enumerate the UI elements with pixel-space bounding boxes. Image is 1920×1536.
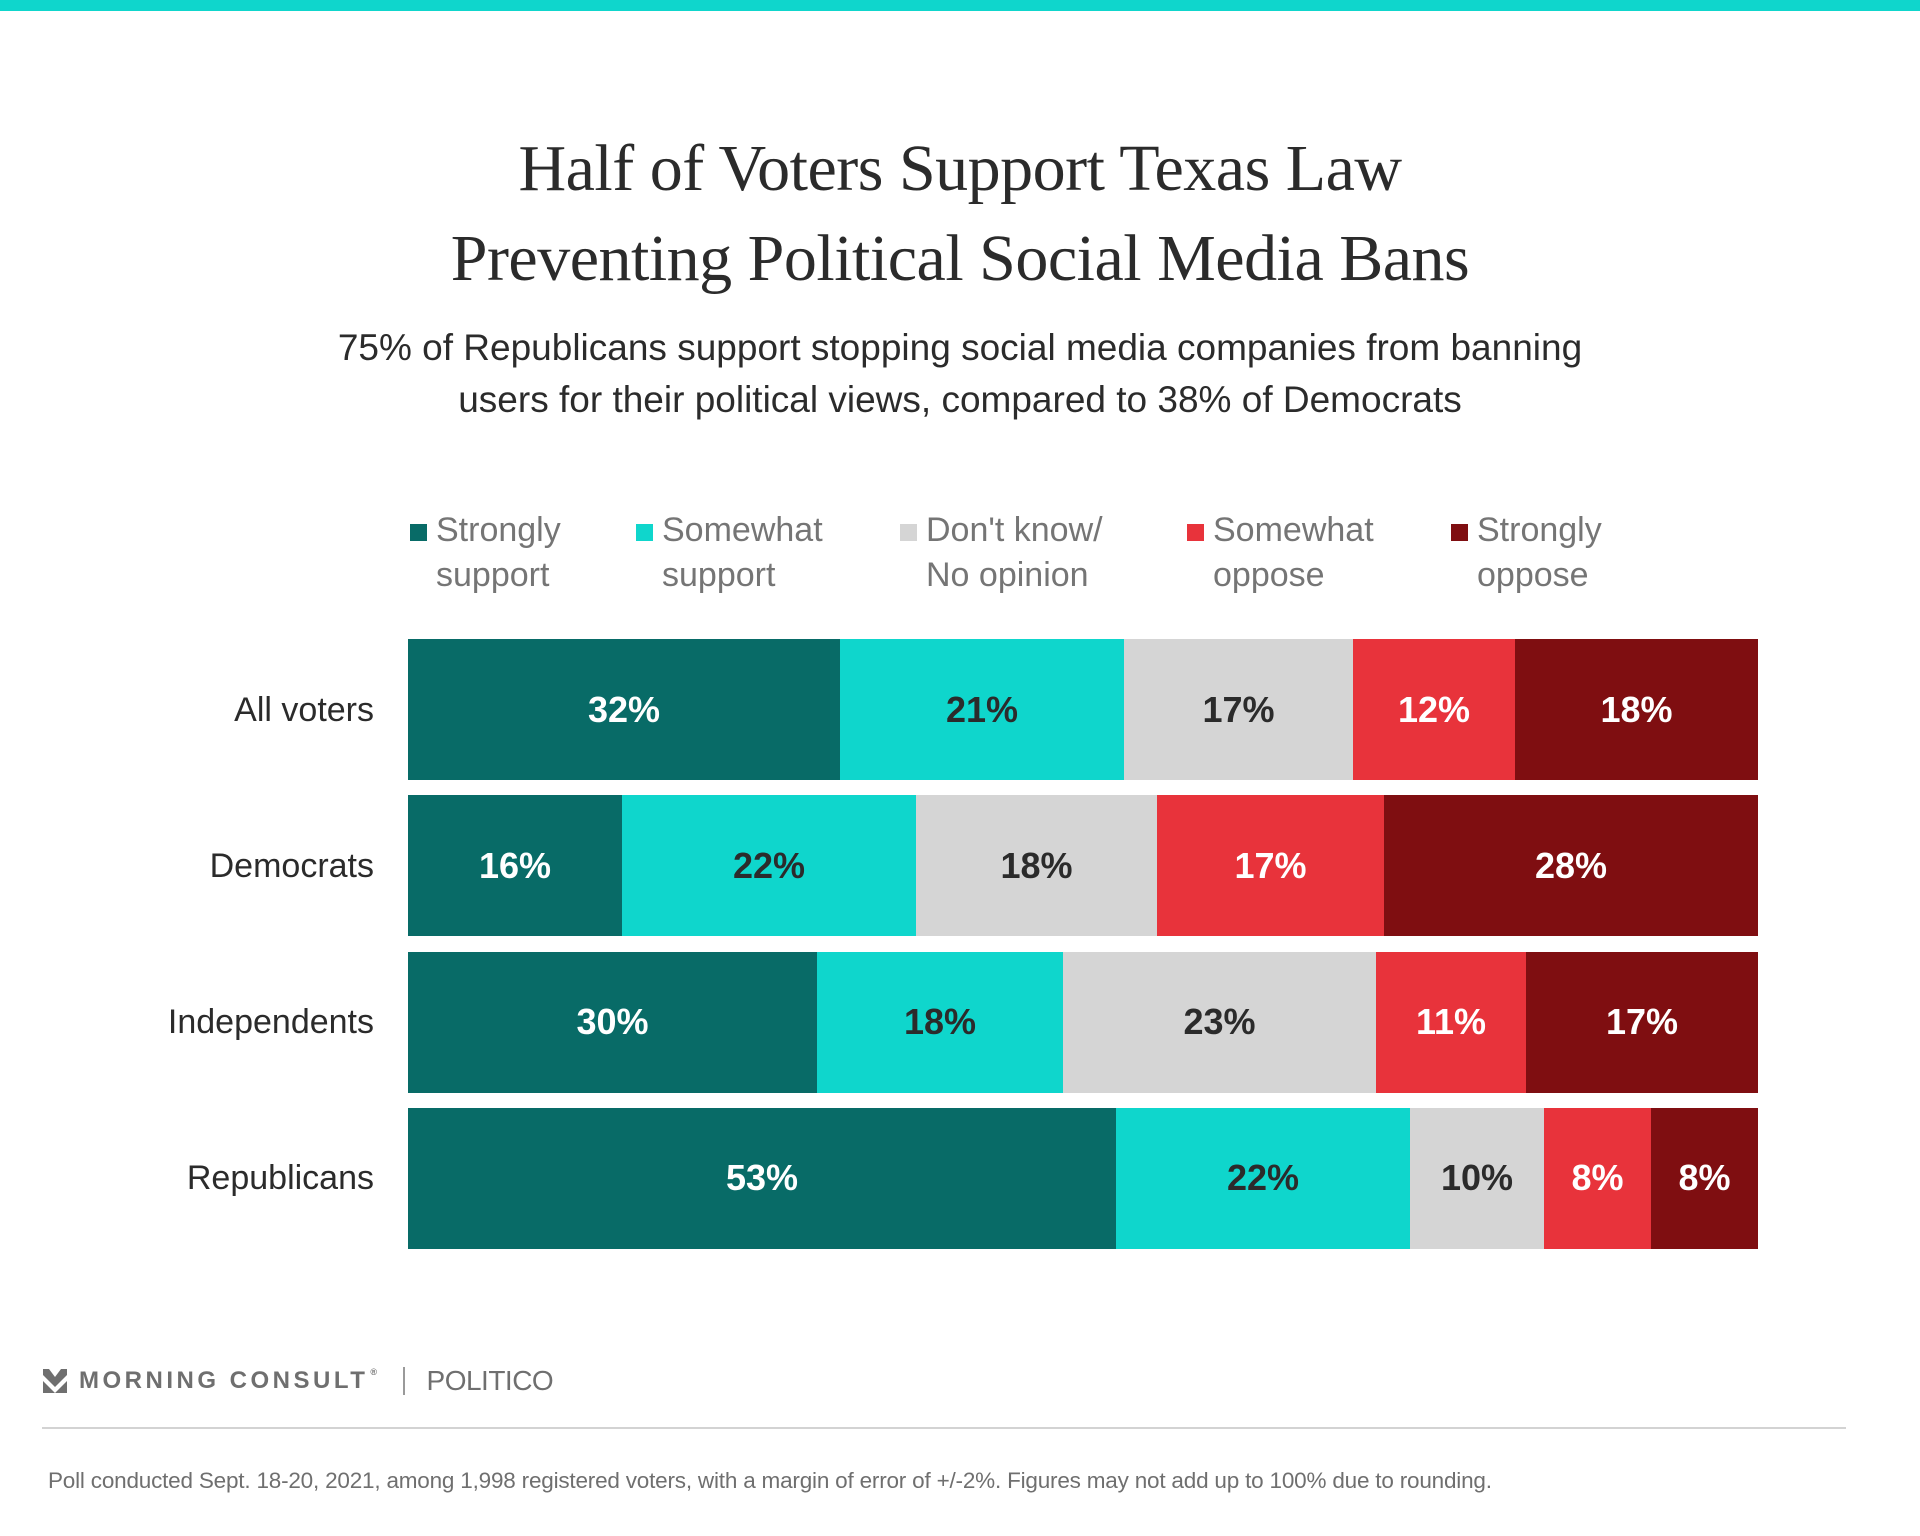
legend-label-line: Strongly — [1477, 511, 1602, 549]
data-label: 28% — [1534, 844, 1608, 886]
bar-segment-strongly-support: 32% — [408, 639, 840, 780]
bar-segment-somewhat-support: 22% — [622, 795, 916, 937]
brand-name: MORNING CONSULT — [79, 1367, 369, 1394]
bar-segment-strongly-oppose: 28% — [1384, 795, 1758, 937]
chart-legend: Strongly support Somewhat support Don't know… — [0, 508, 1920, 608]
top-accent-bar — [0, 0, 1920, 11]
data-label: 17% — [1234, 844, 1307, 886]
legend-label-line: support — [662, 556, 776, 594]
legend-label-line: oppose — [1477, 556, 1589, 594]
bar-segment-don-t-know-no-opinion: 10% — [1410, 1107, 1544, 1249]
bar-segment-strongly-oppose: 8% — [1651, 1107, 1758, 1249]
bar-segment-don-t-know-no-opinion: 23% — [1063, 951, 1376, 1093]
morning-consult-logo-icon — [43, 1369, 67, 1393]
bar-segment-somewhat-support: 18% — [817, 951, 1063, 1093]
bar-segment-somewhat-support: 21% — [840, 639, 1124, 780]
bar-segment-somewhat-oppose: 11% — [1376, 951, 1526, 1093]
footer-branding: MORNING CONSULT ® POLITICO — [43, 1363, 554, 1399]
bar-row-independents: 30% 18% 23% 11% 17% — [408, 951, 1758, 1093]
data-label: 32% — [587, 688, 661, 730]
legend-label: Strongly support — [436, 508, 561, 598]
data-label: 10% — [1440, 1157, 1514, 1199]
data-label: 18% — [1600, 688, 1673, 730]
legend-swatch — [1187, 524, 1204, 541]
data-label: 11% — [1415, 1001, 1487, 1043]
data-label: 22% — [1226, 1157, 1300, 1199]
data-label: 17% — [1202, 688, 1275, 730]
legend-swatch — [900, 524, 917, 541]
legend-label: Somewhat support — [662, 508, 823, 598]
bar-segment-strongly-oppose: 17% — [1526, 951, 1758, 1093]
legend-label: Strongly oppose — [1477, 508, 1602, 598]
data-label: 12% — [1397, 688, 1471, 730]
legend-label-line: Strongly — [436, 511, 561, 549]
chart-title-line-2: Preventing Political Social Media Bans — [450, 222, 1470, 295]
morning-consult-wordmark: MORNING CONSULT ® — [79, 1367, 381, 1395]
legend-label-line: Somewhat — [662, 511, 823, 549]
data-label: 8% — [1678, 1157, 1731, 1199]
data-label: 8% — [1571, 1157, 1624, 1199]
bar-segment-strongly-oppose: 18% — [1515, 639, 1758, 780]
bar-segment-somewhat-oppose: 12% — [1353, 639, 1515, 780]
footer-separator — [402, 1367, 405, 1395]
legend-label-line: Somewhat — [1213, 511, 1374, 549]
bar-segment-don-t-know-no-opinion: 18% — [916, 795, 1157, 937]
footer-divider — [42, 1427, 1846, 1429]
data-label: 16% — [478, 844, 552, 886]
legend-label-line: support — [436, 556, 550, 594]
methodology-note: Poll conducted Sept. 18-20, 2021, among … — [48, 1468, 1492, 1493]
bar-row-republicans: 53% 22% 10% 8% 8% — [408, 1107, 1758, 1249]
data-label: 18% — [1000, 844, 1073, 886]
bar-segment-somewhat-oppose: 17% — [1157, 795, 1384, 937]
data-label: 17% — [1605, 1001, 1679, 1043]
category-label-independents: Independents — [167, 1003, 374, 1042]
category-label-republicans: Republicans — [186, 1159, 374, 1198]
politico-wordmark: POLITICO — [426, 1365, 554, 1396]
chart-title-line-1: Half of Voters Support Texas Law — [518, 132, 1402, 205]
data-label: 22% — [732, 844, 806, 886]
bar-segment-don-t-know-no-opinion: 17% — [1124, 639, 1353, 780]
legend-label-line: Don't know/ — [926, 511, 1103, 549]
bar-row-all-voters: 32% 21% 17% 12% 18% — [408, 639, 1758, 780]
category-label-all-voters: All voters — [234, 690, 374, 729]
data-label: 21% — [945, 688, 1019, 730]
legend-swatch — [410, 524, 427, 541]
legend-swatch — [1451, 524, 1468, 541]
bar-segment-strongly-support: 53% — [408, 1107, 1116, 1249]
bar-segment-somewhat-oppose: 8% — [1544, 1107, 1651, 1249]
data-label: 23% — [1183, 1001, 1256, 1043]
legend-label-line: No opinion — [926, 556, 1089, 594]
data-label: 30% — [576, 1001, 649, 1043]
legend-swatch — [636, 524, 653, 541]
data-label: 53% — [725, 1157, 799, 1199]
bar-segment-strongly-support: 30% — [408, 951, 817, 1093]
chart-subtitle-line-2: users for their political views, compare… — [458, 379, 1462, 420]
data-label: 18% — [903, 1001, 977, 1043]
legend-label: Don't know/No opinion — [926, 508, 1103, 598]
category-label-democrats: Democrats — [209, 846, 374, 885]
registered-mark: ® — [370, 1367, 381, 1377]
legend-label-line: oppose — [1213, 556, 1325, 594]
bar-segment-somewhat-support: 22% — [1116, 1107, 1410, 1249]
bar-segment-strongly-support: 16% — [408, 795, 622, 937]
legend-label: Somewhat oppose — [1213, 508, 1374, 598]
bar-row-democrats: 16% 22% 18% 17% 28% — [408, 795, 1758, 937]
chart-subtitle-line-1: 75% of Republicans support stopping soci… — [337, 327, 1583, 368]
